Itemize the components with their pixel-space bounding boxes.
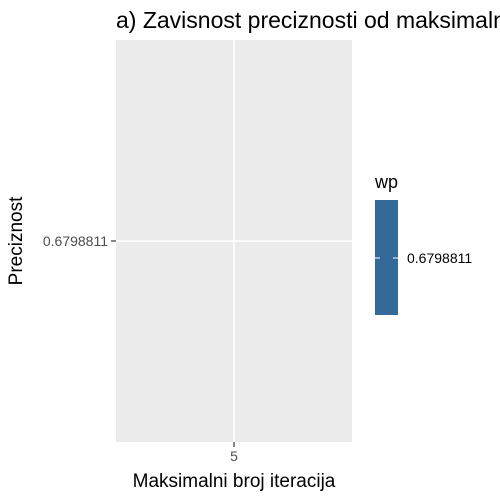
x-axis-title: Maksimalni broj iteracija: [133, 471, 336, 492]
x-tick-label: 5: [230, 448, 238, 464]
legend-label: 0.6798811: [407, 250, 472, 266]
y-axis-title: Preciznost: [6, 196, 27, 285]
legend-title: wp: [374, 172, 398, 192]
legend-colorbar: [375, 200, 398, 315]
chart-title: a) Zavisnost preciznosti od maksimalnog …: [116, 7, 500, 33]
y-tick-label: 0.6798811: [43, 233, 108, 249]
